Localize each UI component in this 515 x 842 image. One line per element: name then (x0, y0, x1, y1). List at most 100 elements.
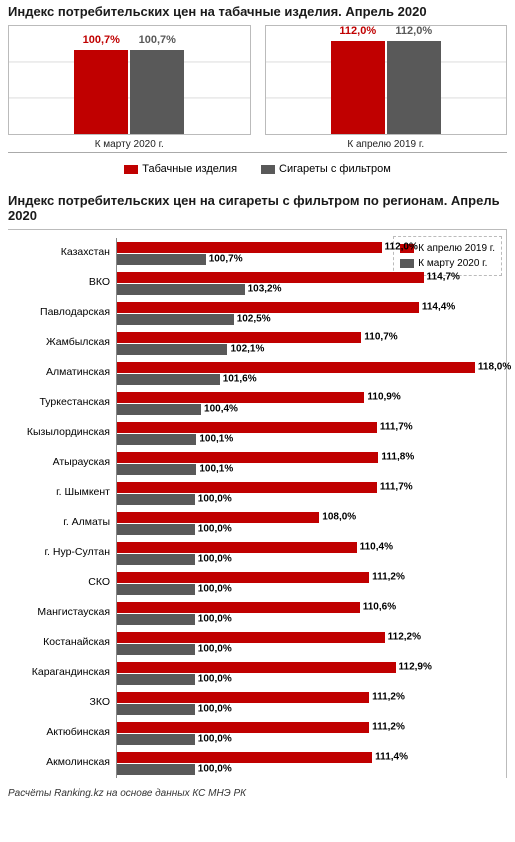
hbar: 111,2% (117, 692, 369, 703)
legend-item: Табачные изделия (124, 163, 237, 175)
bars-cell: 112,0%100,7% (116, 238, 506, 268)
hbar: 102,5% (117, 314, 234, 325)
hbar: 102,1% (117, 344, 227, 355)
bars-cell: 111,2%100,0% (116, 718, 506, 748)
region-label: ЗКО (8, 697, 116, 708)
hbar: 111,7% (117, 482, 377, 493)
hbar: 110,6% (117, 602, 360, 613)
bars-cell: 111,7%100,1% (116, 418, 506, 448)
hbar: 111,8% (117, 452, 378, 463)
hbar-value: 112,2% (388, 632, 421, 643)
hbar: 100,7% (117, 254, 206, 265)
hbar-value: 100,4% (204, 404, 238, 415)
hbar-value: 100,0% (198, 494, 232, 505)
top-chart-group: 100,7%100,7%К марту 2020 г. (8, 25, 251, 150)
region-row: Карагандинская112,9%100,0% (8, 658, 506, 688)
hbar: 100,0% (117, 554, 195, 565)
region-row: Жамбылская110,7%102,1% (8, 328, 506, 358)
hbar: 100,0% (117, 704, 195, 715)
hbar-value: 100,1% (199, 434, 233, 445)
xaxis-label: К марту 2020 г. (8, 135, 251, 150)
region-row: Костанайская112,2%100,0% (8, 628, 506, 658)
hbar-value: 110,6% (363, 602, 396, 613)
hbar: 112,9% (117, 662, 396, 673)
legend-label: Сигареты с фильтром (279, 163, 391, 175)
region-row: г. Шымкент111,7%100,0% (8, 478, 506, 508)
region-row: г. Нур-Султан110,4%100,0% (8, 538, 506, 568)
top-chart-area: 100,7%100,7%К марту 2020 г.112,0%112,0%К… (8, 25, 507, 153)
bars-cell: 111,2%100,0% (116, 688, 506, 718)
bars-cell: 112,2%100,0% (116, 628, 506, 658)
region-row: г. Алматы108,0%100,0% (8, 508, 506, 538)
hbar: 108,0% (117, 512, 319, 523)
hbar-value: 111,4% (375, 752, 408, 763)
hbar-value: 114,4% (422, 302, 455, 313)
hbar-value: 111,2% (372, 692, 405, 703)
region-label: Казахстан (8, 247, 116, 258)
hbar-value: 112,0% (385, 242, 418, 253)
region-label: Туркестанская (8, 397, 116, 408)
hbar: 100,4% (117, 404, 201, 415)
vbar-label: 100,7% (83, 34, 120, 46)
hbar-value: 114,7% (427, 272, 460, 283)
hbar-value: 100,0% (198, 704, 232, 715)
hbar-value: 110,9% (367, 392, 400, 403)
region-label: Атырауская (8, 457, 116, 468)
hbar: 101,6% (117, 374, 220, 385)
hbar-value: 110,4% (360, 542, 393, 553)
hbar: 111,2% (117, 572, 369, 583)
legend-swatch (261, 165, 275, 174)
hbar: 100,0% (117, 614, 195, 625)
region-row: Акмолинская111,4%100,0% (8, 748, 506, 778)
bars-cell: 108,0%100,0% (116, 508, 506, 538)
region-label: Кызылординская (8, 427, 116, 438)
hbar: 110,4% (117, 542, 357, 553)
hbar-value: 100,0% (198, 674, 232, 685)
legend-swatch (124, 165, 138, 174)
bars-cell: 114,7%103,2% (116, 268, 506, 298)
hbar-value: 102,1% (230, 344, 264, 355)
vbar-label: 100,7% (139, 34, 176, 46)
hbar: 110,9% (117, 392, 364, 403)
region-label: СКО (8, 577, 116, 588)
bars-cell: 111,2%100,0% (116, 568, 506, 598)
bars-cell: 111,4%100,0% (116, 748, 506, 778)
hbar-value: 111,8% (381, 452, 414, 463)
vbar-label: 112,0% (395, 25, 432, 37)
bars-cell: 111,8%100,1% (116, 448, 506, 478)
hbar: 114,7% (117, 272, 424, 283)
region-label: Актюбинская (8, 727, 116, 738)
region-row: Кызылординская111,7%100,1% (8, 418, 506, 448)
region-label: Мангистауская (8, 607, 116, 618)
plot-area: 100,7% 100,7% (8, 25, 251, 135)
bars-cell: 110,9%100,4% (116, 388, 506, 418)
vbar: 112,0% (387, 41, 441, 134)
hbar: 112,2% (117, 632, 385, 643)
hbar: 100,0% (117, 524, 195, 535)
chart1-title: Индекс потребительских цен на табачные и… (8, 4, 507, 19)
region-label: Костанайская (8, 637, 116, 648)
xaxis-label: К апрелю 2019 г. (265, 135, 508, 150)
top-chart-group: 112,0%112,0%К апрелю 2019 г. (265, 25, 508, 150)
hbar: 112,0% (117, 242, 382, 253)
plot-area: 112,0% 112,0% (265, 25, 508, 135)
hbar-value: 100,0% (198, 734, 232, 745)
hbar-value: 100,0% (198, 764, 232, 775)
bars-cell: 110,7%102,1% (116, 328, 506, 358)
hbar: 100,0% (117, 644, 195, 655)
region-row: Туркестанская110,9%100,4% (8, 388, 506, 418)
hbar-value: 100,1% (199, 464, 233, 475)
hbar: 100,0% (117, 584, 195, 595)
hbar: 100,1% (117, 434, 196, 445)
hbar-value: 100,0% (198, 554, 232, 565)
hbar-value: 100,0% (198, 584, 232, 595)
region-row: ВКО114,7%103,2% (8, 268, 506, 298)
region-chart: К апрелю 2019 г.К марту 2020 г. Казахста… (8, 229, 507, 778)
region-row: Казахстан112,0%100,7% (8, 238, 506, 268)
hbar-value: 111,7% (380, 482, 413, 493)
vbar: 100,7% (74, 50, 128, 134)
hbar-value: 118,0% (478, 362, 511, 373)
hbar-value: 108,0% (322, 512, 356, 523)
hbar: 111,4% (117, 752, 372, 763)
hbar: 110,7% (117, 332, 361, 343)
